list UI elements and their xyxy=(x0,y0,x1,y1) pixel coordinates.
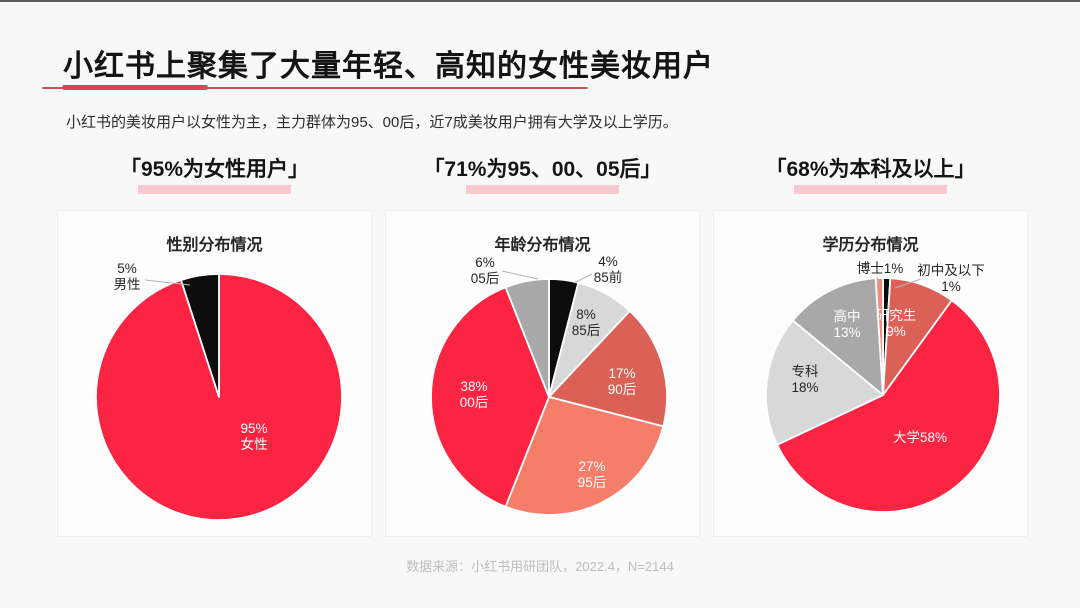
chart-card-gender: 95%女性 5%男性 性别分布情况 xyxy=(57,210,372,537)
pie-label-00后: 38% 00后 xyxy=(460,379,489,410)
chart-card-age: 4% 85前 8% 85后 17% 90后 27% 95后 38% 00后 6% 05后 年龄分布情况 xyxy=(385,210,700,537)
pie-label-女性: 95%女性 xyxy=(240,421,267,452)
pie-slice-高中 xyxy=(791,277,884,396)
pie-label-研究生: 研究生 9% xyxy=(876,308,917,339)
title-underline-thick xyxy=(62,85,208,90)
pie-label-大学: 大学58% xyxy=(893,430,947,445)
headline-text: 「68%为本科及以上」 xyxy=(765,158,976,181)
pie-label-初中及以下: 初中及以下 1% xyxy=(917,262,985,294)
source-note: 数据来源：小红书用研团队，2022.4，N=2144 xyxy=(406,559,674,574)
pie-slice-男性 xyxy=(180,273,220,398)
pie-label-85前: 4% 85前 xyxy=(594,254,623,285)
pie-label-男性: 5%男性 xyxy=(114,261,141,292)
pie-slice-90后 xyxy=(548,310,668,428)
headline-text: 「95%为女性用户」 xyxy=(119,158,310,181)
pie-label-95后: 27% 95后 xyxy=(578,459,607,490)
section-headline-age: 「71%为95、00、05后」 xyxy=(385,153,700,194)
chart-title: 性别分布情况 xyxy=(166,237,263,254)
title-underline xyxy=(42,85,588,91)
chart-card-education: 初中及以下 1% 研究生 9% 大学58% 专科 18% 高中 13% 博士1% 学历分布情况 xyxy=(713,210,1028,537)
chart-title: 学历分布情况 xyxy=(822,237,919,254)
pie-label-90后: 17% 90后 xyxy=(608,366,637,397)
pie-slice-专科 xyxy=(765,319,884,446)
pie-label-专科: 专科 18% xyxy=(791,364,819,395)
pie-slice-00后 xyxy=(430,286,550,508)
headline-text: 「71%为95、00、05后」 xyxy=(423,158,662,181)
pie-slice-95后 xyxy=(504,396,665,516)
label-leader-line xyxy=(894,278,922,289)
label-leader-line xyxy=(501,270,539,280)
title-underline-thin xyxy=(42,87,588,89)
headline-highlight-bar xyxy=(138,185,291,194)
chart-title: 年龄分布情况 xyxy=(494,237,591,254)
pie-slice-博士 xyxy=(874,277,884,396)
pie-slice-大学 xyxy=(776,299,1001,513)
section-headline-education: 「68%为本科及以上」 xyxy=(713,153,1028,194)
pie-label-05后: 6% 05后 xyxy=(471,255,500,286)
pie-slice-05后 xyxy=(504,278,550,398)
pie-chart-gender: 95%女性 5%男性 xyxy=(95,261,343,521)
headline-highlight-bar xyxy=(466,185,619,194)
window-top-edge xyxy=(0,0,1080,2)
pie-label-高中: 高中 13% xyxy=(833,308,860,340)
page-title: 小红书上聚集了大量年轻、高知的女性美妆用户 xyxy=(63,50,714,83)
section-headline-gender: 「95%为女性用户」 xyxy=(57,153,372,194)
pie-label-博士: 博士1% xyxy=(857,260,904,276)
pie-chart-education: 初中及以下 1%研究生 9% 大学58% 专科 18% 高中 13% 博士1% xyxy=(765,260,1001,513)
label-leader-line xyxy=(144,279,191,286)
page-subtitle: 小红书的美妆用户以女性为主，主力群体为95、00后，近7成美妆用户拥有大学及以上… xyxy=(66,114,678,131)
label-leader-line xyxy=(876,276,880,286)
label-leader-line xyxy=(573,273,593,284)
headline-highlight-bar xyxy=(794,185,947,194)
pie-label-85后: 8% 85后 xyxy=(572,307,601,338)
